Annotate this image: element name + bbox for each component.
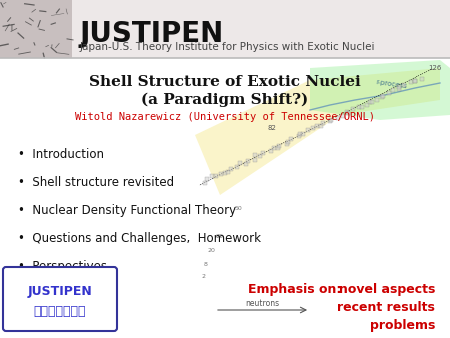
Bar bbox=[272, 146, 276, 150]
Text: Japan-U.S. Theory Institute for Physics with Exotic Nuclei: Japan-U.S. Theory Institute for Physics … bbox=[80, 42, 375, 52]
Bar bbox=[286, 140, 290, 144]
Bar bbox=[297, 135, 301, 139]
Bar bbox=[329, 118, 333, 122]
Bar bbox=[289, 137, 293, 141]
Polygon shape bbox=[195, 68, 440, 195]
Text: problems: problems bbox=[369, 319, 435, 332]
Bar bbox=[205, 177, 209, 181]
Bar bbox=[336, 116, 340, 120]
Bar bbox=[0, 0, 450, 58]
Text: JUSTIPEN: JUSTIPEN bbox=[27, 285, 92, 298]
Bar bbox=[246, 160, 250, 163]
Text: (a Paradigm Shift?): (a Paradigm Shift?) bbox=[141, 93, 309, 107]
Bar bbox=[298, 132, 302, 136]
Bar bbox=[315, 124, 320, 128]
Text: 20: 20 bbox=[207, 248, 215, 253]
Bar bbox=[409, 80, 413, 84]
Bar bbox=[276, 146, 280, 150]
Bar bbox=[402, 83, 406, 87]
Bar bbox=[306, 128, 310, 132]
Text: •  Perspectives: • Perspectives bbox=[18, 260, 107, 273]
Bar bbox=[234, 165, 239, 169]
Bar bbox=[321, 121, 325, 125]
Text: Shell Structure of Exotic Nuclei: Shell Structure of Exotic Nuclei bbox=[89, 75, 361, 89]
Text: 50: 50 bbox=[235, 206, 243, 211]
Bar bbox=[391, 88, 395, 92]
Bar bbox=[370, 100, 374, 104]
Bar bbox=[320, 124, 324, 128]
Bar bbox=[261, 150, 266, 154]
Bar bbox=[258, 154, 262, 158]
Bar bbox=[341, 114, 345, 118]
Bar bbox=[244, 163, 248, 166]
Bar bbox=[226, 170, 230, 174]
Text: •  Shell structure revisited: • Shell structure revisited bbox=[18, 176, 174, 189]
Bar bbox=[223, 171, 227, 175]
Bar bbox=[420, 77, 424, 81]
Bar bbox=[396, 87, 400, 91]
Bar bbox=[311, 126, 315, 130]
Bar bbox=[328, 119, 332, 123]
Polygon shape bbox=[310, 60, 450, 120]
Text: •  Introduction: • Introduction bbox=[18, 148, 104, 161]
Text: JUSTIPEN: JUSTIPEN bbox=[80, 20, 224, 48]
Text: novel aspects: novel aspects bbox=[338, 283, 435, 296]
Bar bbox=[368, 100, 372, 104]
FancyBboxPatch shape bbox=[3, 267, 117, 331]
Bar bbox=[301, 132, 305, 136]
Bar bbox=[375, 98, 379, 102]
Text: r-process: r-process bbox=[375, 79, 407, 89]
Bar bbox=[253, 153, 257, 157]
Text: 126: 126 bbox=[428, 65, 441, 71]
Text: Witold Nazarewicz (University of Tennessee/ORNL): Witold Nazarewicz (University of Tenness… bbox=[75, 112, 375, 122]
Bar bbox=[219, 172, 223, 176]
Text: 82: 82 bbox=[268, 125, 277, 131]
Bar bbox=[413, 79, 417, 83]
Bar bbox=[351, 107, 355, 111]
Text: 28: 28 bbox=[215, 234, 223, 239]
Bar bbox=[214, 173, 218, 177]
Bar bbox=[397, 85, 401, 89]
Bar bbox=[238, 161, 242, 165]
Bar bbox=[360, 105, 364, 109]
Bar bbox=[277, 144, 281, 148]
Bar bbox=[364, 103, 369, 107]
Bar bbox=[382, 94, 386, 98]
Bar bbox=[210, 174, 214, 178]
Bar bbox=[269, 149, 273, 153]
Bar bbox=[229, 167, 233, 171]
Bar bbox=[285, 142, 289, 146]
Text: Emphasis on:: Emphasis on: bbox=[248, 283, 342, 296]
Bar bbox=[413, 79, 417, 82]
Bar bbox=[0, 0, 72, 58]
Bar bbox=[387, 91, 391, 95]
Text: •  Questions and Challenges,  Homework: • Questions and Challenges, Homework bbox=[18, 232, 261, 245]
Bar bbox=[380, 95, 384, 99]
Text: recent results: recent results bbox=[337, 301, 435, 314]
Bar bbox=[345, 111, 349, 115]
Text: 8: 8 bbox=[204, 262, 208, 267]
Text: 2: 2 bbox=[202, 274, 206, 279]
Bar bbox=[357, 105, 361, 110]
Bar bbox=[346, 111, 350, 115]
Text: neutrons: neutrons bbox=[245, 299, 279, 308]
Text: •  Nuclear Density Functional Theory: • Nuclear Density Functional Theory bbox=[18, 204, 236, 217]
Text: ジャスティペン: ジャスティペン bbox=[34, 305, 86, 318]
Bar bbox=[252, 158, 256, 162]
Bar bbox=[202, 181, 207, 185]
